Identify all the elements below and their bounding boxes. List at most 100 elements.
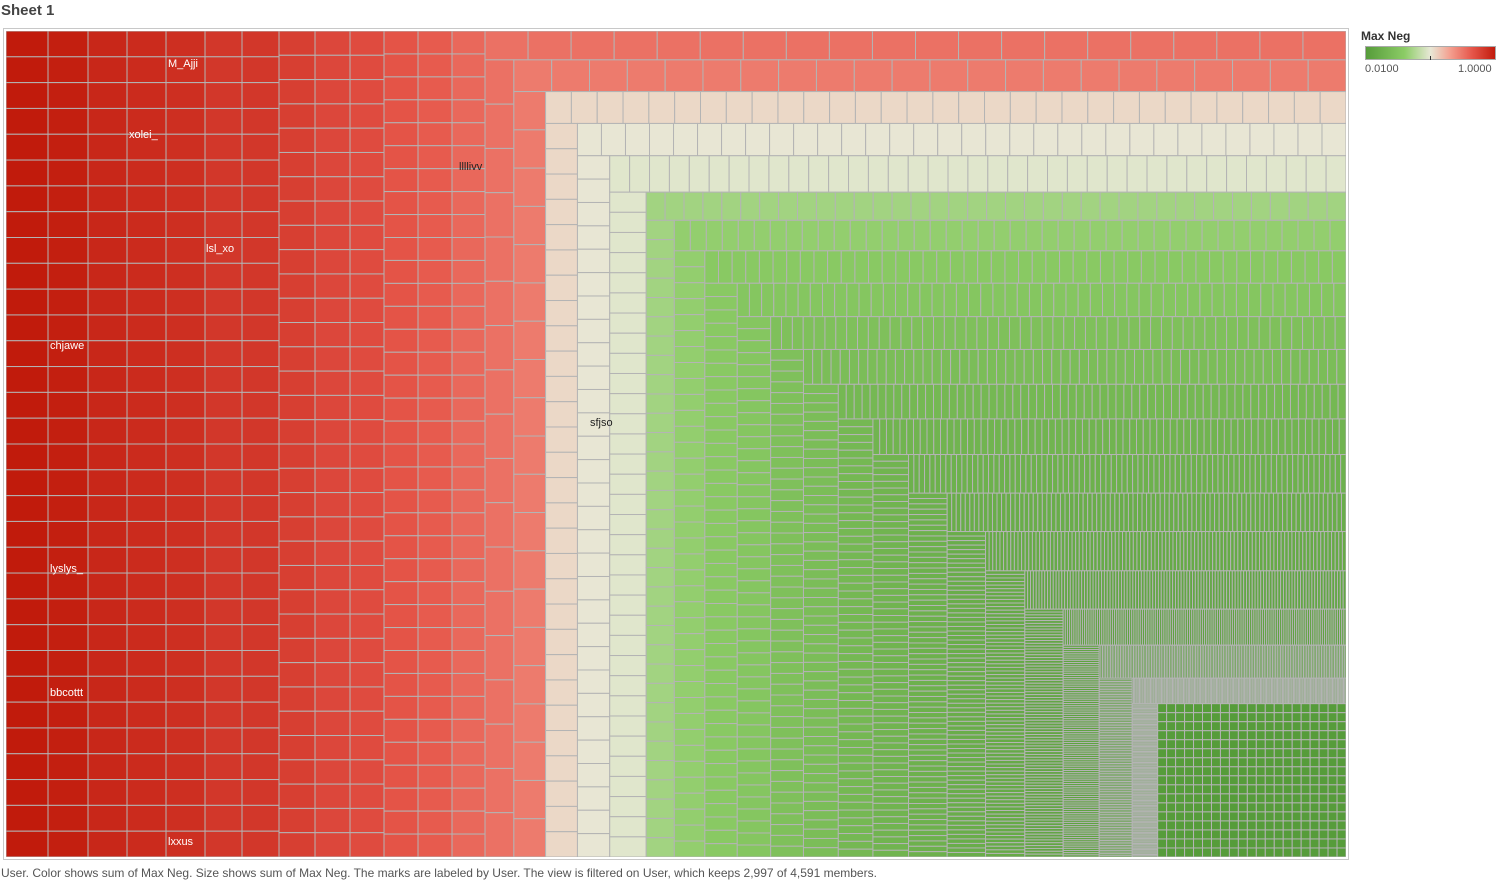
treemap-cell[interactable] [786, 250, 801, 284]
treemap-cell[interactable] [1240, 531, 1246, 572]
treemap-cell[interactable] [126, 727, 167, 755]
treemap-cell[interactable] [946, 567, 987, 573]
treemap-cell[interactable] [802, 698, 839, 710]
treemap-cell[interactable] [673, 537, 706, 555]
treemap-cell[interactable] [1156, 191, 1177, 221]
treemap-cell[interactable] [908, 808, 948, 815]
treemap-cell[interactable] [1227, 492, 1234, 533]
treemap-cell[interactable] [770, 489, 804, 502]
treemap-cell[interactable] [165, 469, 206, 497]
treemap-cell[interactable] [1115, 383, 1125, 420]
treemap-cell[interactable] [827, 250, 842, 284]
treemap-cell[interactable] [897, 219, 915, 252]
treemap-cell[interactable] [1282, 730, 1293, 741]
treemap-cell[interactable] [1061, 418, 1070, 456]
treemap-cell[interactable] [1237, 703, 1248, 714]
treemap-cell[interactable] [770, 521, 804, 534]
treemap-cell[interactable] [946, 607, 987, 614]
treemap-cell[interactable] [736, 508, 772, 522]
treemap-cell[interactable] [1286, 454, 1294, 494]
treemap-cell[interactable] [908, 663, 948, 671]
treemap-cell[interactable] [349, 224, 385, 251]
treemap-cell[interactable] [1255, 775, 1266, 786]
treemap-cell[interactable] [1114, 282, 1128, 318]
treemap-cell[interactable] [1219, 793, 1230, 804]
treemap-cell[interactable] [1297, 454, 1304, 494]
treemap-cell[interactable] [383, 787, 419, 812]
treemap-cell[interactable] [1113, 250, 1129, 284]
treemap-cell[interactable] [1057, 122, 1083, 157]
treemap-cell[interactable] [1230, 418, 1239, 456]
treemap-cell[interactable] [204, 701, 243, 729]
treemap-cell[interactable] [1157, 811, 1168, 822]
treemap-cell[interactable] [1298, 418, 1306, 456]
treemap-cell[interactable] [985, 842, 1026, 847]
treemap-cell[interactable] [987, 316, 1000, 350]
treemap-cell[interactable] [908, 802, 948, 810]
treemap-cell[interactable] [837, 801, 874, 811]
treemap-cell[interactable] [704, 562, 738, 578]
treemap-cell[interactable] [872, 521, 910, 529]
treemap-cell[interactable] [908, 637, 948, 644]
treemap-cell[interactable] [673, 553, 706, 571]
treemap-cell[interactable] [204, 546, 243, 574]
treemap-cell[interactable] [908, 621, 948, 628]
treemap-cell[interactable] [349, 297, 385, 324]
treemap-cell[interactable] [770, 813, 804, 826]
treemap-cell[interactable] [1312, 316, 1325, 350]
treemap-cell[interactable] [6, 753, 49, 781]
treemap-cell[interactable] [837, 840, 874, 850]
treemap-cell[interactable] [545, 401, 578, 428]
treemap-cell[interactable] [946, 558, 987, 564]
treemap-cell[interactable] [47, 82, 89, 109]
treemap-cell[interactable] [314, 783, 351, 809]
treemap-cell[interactable] [1161, 531, 1167, 572]
treemap-cell[interactable] [967, 155, 989, 193]
treemap-cell[interactable] [1166, 820, 1177, 831]
treemap-cell[interactable] [1336, 492, 1342, 533]
treemap-cell[interactable] [704, 469, 738, 484]
treemap-cell[interactable] [791, 316, 804, 350]
treemap-cell[interactable] [1124, 348, 1136, 385]
treemap-cell[interactable] [1163, 383, 1172, 420]
treemap-cell[interactable] [946, 743, 987, 750]
treemap-cell[interactable] [609, 372, 647, 395]
treemap-cell[interactable] [1073, 492, 1080, 533]
treemap-cell[interactable] [87, 650, 128, 677]
treemap-cell[interactable] [609, 231, 647, 254]
treemap-cell[interactable] [1255, 748, 1266, 759]
treemap-cell[interactable] [87, 133, 128, 161]
treemap-cell[interactable] [87, 366, 128, 393]
treemap-cell[interactable] [1150, 316, 1162, 350]
treemap-cell[interactable] [673, 441, 706, 459]
treemap-cell[interactable] [769, 122, 795, 157]
treemap-cell[interactable] [6, 211, 49, 239]
treemap-cell[interactable] [1300, 838, 1311, 849]
treemap-cell[interactable] [1127, 492, 1134, 533]
treemap-cell[interactable] [545, 502, 578, 529]
treemap-cell[interactable] [6, 314, 49, 342]
treemap-cell[interactable] [1237, 748, 1248, 759]
treemap-cell[interactable] [824, 316, 837, 350]
treemap-cell[interactable] [383, 214, 419, 238]
treemap-cell[interactable] [1127, 250, 1142, 284]
treemap-cell[interactable] [1300, 730, 1311, 741]
treemap-cell[interactable] [1246, 847, 1257, 857]
treemap-cell[interactable] [1210, 784, 1221, 795]
treemap-cell[interactable] [1189, 348, 1200, 385]
treemap-cell[interactable] [545, 654, 578, 681]
treemap-cell[interactable] [165, 314, 206, 342]
treemap-cell[interactable] [704, 829, 738, 845]
treemap-cell[interactable] [1184, 766, 1195, 777]
treemap-cell[interactable] [908, 679, 948, 687]
treemap-cell[interactable] [1282, 721, 1293, 732]
treemap-cell[interactable] [126, 779, 167, 806]
treemap-cell[interactable] [1210, 766, 1221, 777]
treemap-cell[interactable] [1327, 802, 1338, 813]
treemap-cell[interactable] [1164, 492, 1170, 533]
treemap-cell[interactable] [417, 672, 453, 697]
treemap-cell[interactable] [736, 376, 772, 390]
treemap-cell[interactable] [278, 516, 316, 542]
treemap-cell[interactable] [1023, 348, 1034, 385]
treemap-cell[interactable] [1175, 730, 1186, 741]
